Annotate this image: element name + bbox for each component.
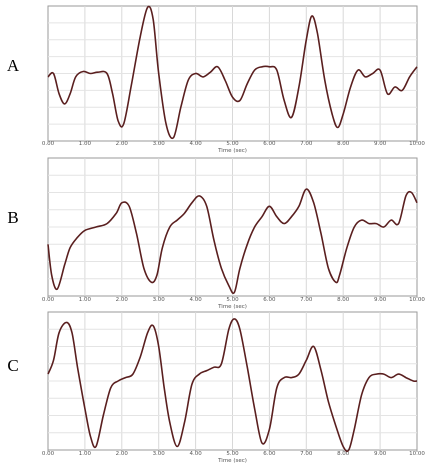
x-tick-label-a: 1.00 bbox=[79, 141, 92, 147]
x-tick-label-c: 8.00 bbox=[337, 451, 350, 457]
x-tick-label-b: 9.00 bbox=[374, 297, 387, 303]
x-axis-label-c: Time (sec) bbox=[217, 458, 247, 464]
x-tick-label-c: 3.00 bbox=[153, 451, 166, 457]
x-tick-label-c: 4.00 bbox=[189, 451, 202, 457]
x-tick-label-c: 0.00 bbox=[42, 451, 55, 457]
series-line-b bbox=[47, 188, 418, 295]
x-tick-label-c: 10.00 bbox=[409, 451, 425, 457]
x-tick-label-a: 6.00 bbox=[263, 141, 276, 147]
x-tick-label-a: 0.00 bbox=[42, 141, 55, 147]
x-tick-label-a: 7.00 bbox=[300, 141, 313, 147]
x-axis-label-a: Time (sec) bbox=[217, 148, 247, 154]
x-tick-label-b: 2.00 bbox=[116, 297, 129, 303]
x-tick-label-c: 7.00 bbox=[300, 451, 313, 457]
x-tick-label-c: 1.00 bbox=[79, 451, 92, 457]
panel-c: 0.00 1.00 2.00 3.00 4.00 5.00 6.00 7.00 8.00 9.00… bbox=[42, 311, 425, 464]
panel-label-b: B bbox=[7, 208, 19, 227]
x-tick-label-c: 6.00 bbox=[263, 451, 276, 457]
panel-label-a: A bbox=[6, 56, 20, 75]
x-axis-label-b: Time (sec) bbox=[217, 304, 247, 310]
x-tick-label-a: 3.00 bbox=[153, 141, 166, 147]
panel-a: 0.00 1.00 2.00 3.00 4.00 5.00 6.00 7.00 8.00 9.00… bbox=[42, 5, 425, 154]
x-tick-label-a: 8.00 bbox=[337, 141, 350, 147]
x-tick-label-b: 10.00 bbox=[409, 297, 425, 303]
x-tick-label-c: 5.00 bbox=[226, 451, 239, 457]
x-tick-label-c: 2.00 bbox=[116, 451, 129, 457]
x-tick-label-b: 6.00 bbox=[263, 297, 276, 303]
x-tick-label-b: 7.00 bbox=[300, 297, 313, 303]
panel-b: 0.00 1.00 2.00 3.00 4.00 5.00 6.00 7.00 8.00 9.00… bbox=[42, 157, 425, 310]
x-tick-label-b: 1.00 bbox=[79, 297, 92, 303]
x-tick-label-b: 4.00 bbox=[189, 297, 202, 303]
x-tick-label-a: 4.00 bbox=[189, 141, 202, 147]
x-tick-label-c: 9.00 bbox=[374, 451, 387, 457]
x-tick-label-a: 10.00 bbox=[409, 141, 425, 147]
x-tick-label-b: 5.00 bbox=[226, 297, 239, 303]
panel-label-c: C bbox=[7, 356, 19, 375]
x-tick-label-a: 9.00 bbox=[374, 141, 387, 147]
x-tick-label-a: 5.00 bbox=[226, 141, 239, 147]
x-tick-label-b: 0.00 bbox=[42, 297, 55, 303]
series-line-a bbox=[47, 5, 418, 140]
x-tick-label-b: 3.00 bbox=[153, 297, 166, 303]
series-line-c bbox=[47, 318, 418, 453]
x-tick-label-b: 8.00 bbox=[337, 297, 350, 303]
x-tick-label-a: 2.00 bbox=[116, 141, 129, 147]
